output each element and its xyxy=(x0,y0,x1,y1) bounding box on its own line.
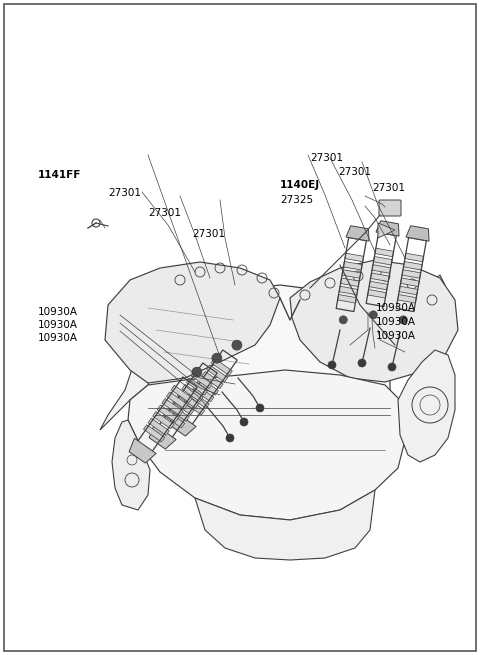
Polygon shape xyxy=(149,424,176,449)
Polygon shape xyxy=(191,371,212,388)
Polygon shape xyxy=(171,385,192,402)
Text: 1141FF: 1141FF xyxy=(38,170,82,180)
Polygon shape xyxy=(344,261,362,270)
Text: 1140EJ: 1140EJ xyxy=(280,180,320,190)
Text: 27301: 27301 xyxy=(338,167,371,177)
Polygon shape xyxy=(202,371,223,388)
Text: 27301: 27301 xyxy=(310,153,343,163)
Polygon shape xyxy=(148,418,169,436)
Polygon shape xyxy=(168,404,189,421)
Polygon shape xyxy=(369,281,388,290)
Text: 27301: 27301 xyxy=(108,188,141,198)
Polygon shape xyxy=(112,420,150,510)
Polygon shape xyxy=(167,392,188,409)
Circle shape xyxy=(369,311,377,319)
Polygon shape xyxy=(182,384,203,402)
Polygon shape xyxy=(195,490,375,560)
Polygon shape xyxy=(371,273,389,282)
Text: 10930A: 10930A xyxy=(376,331,416,341)
Polygon shape xyxy=(400,278,419,286)
Polygon shape xyxy=(290,260,458,382)
Text: 27325: 27325 xyxy=(280,195,313,205)
Polygon shape xyxy=(346,226,369,241)
Polygon shape xyxy=(148,285,390,462)
Polygon shape xyxy=(378,223,395,238)
Text: 10930A: 10930A xyxy=(38,307,78,317)
Text: 27301: 27301 xyxy=(148,208,181,218)
Polygon shape xyxy=(169,411,196,436)
Polygon shape xyxy=(406,226,429,241)
Polygon shape xyxy=(337,295,356,303)
Text: 10930A: 10930A xyxy=(376,317,416,327)
Polygon shape xyxy=(153,411,174,429)
Polygon shape xyxy=(339,286,358,295)
Text: 10930A: 10930A xyxy=(38,333,78,343)
Polygon shape xyxy=(405,253,424,262)
Polygon shape xyxy=(373,257,392,265)
Text: 10930A: 10930A xyxy=(38,320,78,330)
Polygon shape xyxy=(340,278,359,286)
Text: 27301: 27301 xyxy=(372,183,405,193)
Polygon shape xyxy=(100,335,155,430)
Polygon shape xyxy=(164,411,185,428)
Polygon shape xyxy=(173,398,194,415)
Circle shape xyxy=(232,340,242,350)
Polygon shape xyxy=(372,265,391,273)
FancyBboxPatch shape xyxy=(379,200,401,216)
Polygon shape xyxy=(197,378,218,395)
Polygon shape xyxy=(368,290,386,298)
Circle shape xyxy=(192,367,202,377)
Circle shape xyxy=(212,353,222,363)
Circle shape xyxy=(399,316,407,324)
Polygon shape xyxy=(342,270,360,278)
Polygon shape xyxy=(399,286,418,295)
Polygon shape xyxy=(398,350,455,462)
Polygon shape xyxy=(129,438,156,463)
Polygon shape xyxy=(375,248,394,257)
Circle shape xyxy=(388,363,396,371)
Polygon shape xyxy=(192,384,214,402)
Polygon shape xyxy=(162,398,183,416)
Circle shape xyxy=(226,434,234,442)
Polygon shape xyxy=(211,358,232,375)
Polygon shape xyxy=(186,378,208,395)
Circle shape xyxy=(256,404,264,412)
Polygon shape xyxy=(390,275,445,380)
Text: 27301: 27301 xyxy=(192,229,225,239)
Polygon shape xyxy=(183,398,204,415)
Polygon shape xyxy=(144,424,165,442)
Polygon shape xyxy=(404,261,422,270)
Circle shape xyxy=(240,418,248,426)
Polygon shape xyxy=(376,221,399,236)
Polygon shape xyxy=(206,365,228,382)
Polygon shape xyxy=(188,391,209,408)
Polygon shape xyxy=(157,405,179,422)
Circle shape xyxy=(328,361,336,369)
Polygon shape xyxy=(105,262,280,383)
Text: 10930A: 10930A xyxy=(376,303,416,313)
Polygon shape xyxy=(128,370,405,520)
Polygon shape xyxy=(402,270,420,278)
Polygon shape xyxy=(345,253,364,262)
Polygon shape xyxy=(397,295,416,303)
Circle shape xyxy=(339,316,347,324)
Circle shape xyxy=(358,359,366,367)
Polygon shape xyxy=(177,391,199,408)
